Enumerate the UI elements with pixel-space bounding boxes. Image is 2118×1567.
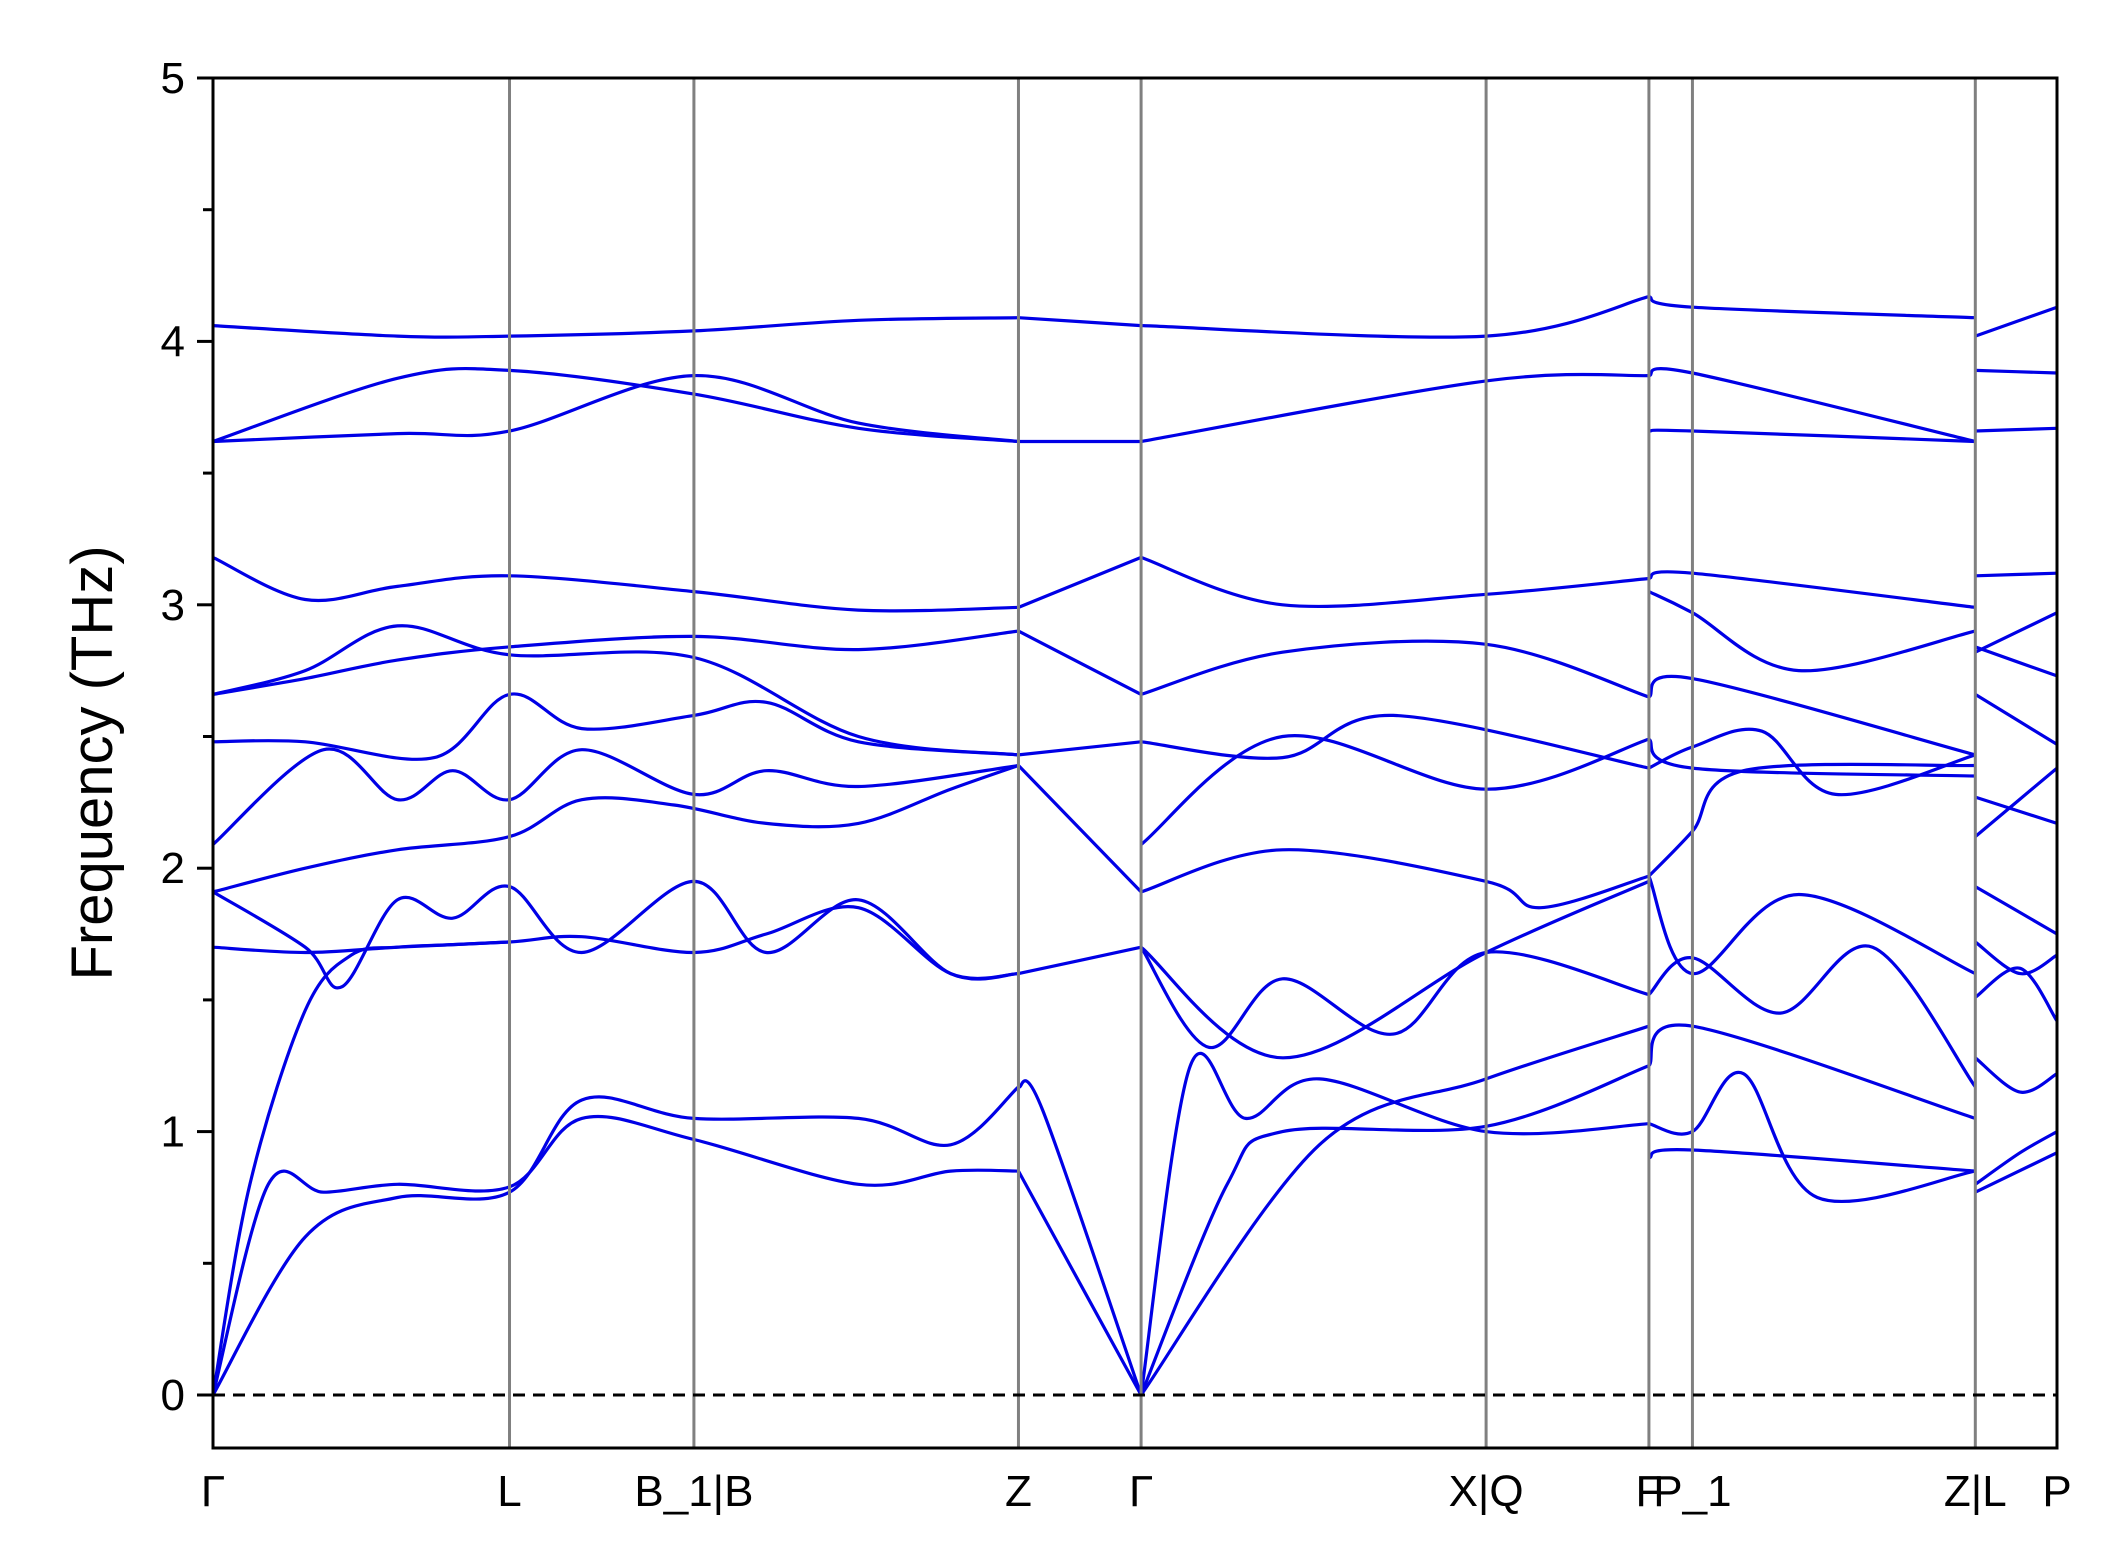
band-line xyxy=(1974,645,2058,678)
band-line xyxy=(1647,944,1977,1088)
band-line xyxy=(1017,764,1143,894)
band-line xyxy=(211,1085,1020,1396)
band-line xyxy=(1017,629,1142,696)
x-tick-label: P xyxy=(2042,1467,2071,1516)
band-line xyxy=(1974,766,2059,838)
band-line xyxy=(212,692,1019,761)
x-tick-label: Z|L xyxy=(1944,1467,2007,1516)
y-tick-label: 0 xyxy=(161,1371,185,1420)
band-line xyxy=(1648,590,1976,673)
band-line xyxy=(1974,611,2058,654)
band-line xyxy=(1974,693,2058,746)
y-tick-label: 5 xyxy=(161,54,185,103)
band-line xyxy=(1974,1056,2058,1094)
band-line xyxy=(1139,1024,1650,1396)
band-line xyxy=(1139,1064,1650,1396)
band-line xyxy=(211,747,1019,846)
band-line xyxy=(1140,733,1650,846)
band-line xyxy=(1140,372,1649,444)
band-line xyxy=(1648,1148,1976,1173)
band-line xyxy=(1974,1151,2058,1194)
band-line xyxy=(212,366,1019,444)
y-tick-label: 2 xyxy=(161,844,185,893)
band-line xyxy=(1974,795,2058,825)
band-line xyxy=(1648,295,1976,320)
band-line xyxy=(212,905,1019,981)
plot-frame xyxy=(211,76,2059,1450)
band-line xyxy=(1975,368,2058,375)
band-line xyxy=(1140,713,1650,770)
x-tick-label: F xyxy=(1635,1467,1662,1516)
band-line xyxy=(212,629,1019,696)
x-axis-ticks: Γ L B_1|B Z Γ X|Q FP_1 Z|L P xyxy=(201,1467,2072,1516)
band-line xyxy=(1018,316,1142,328)
kpoint-lines xyxy=(508,78,1977,1448)
band-line xyxy=(212,373,1019,444)
band-line xyxy=(212,763,1020,894)
band-line xyxy=(1647,1023,1976,1120)
band-line xyxy=(1975,426,2058,433)
y-tick-label: 4 xyxy=(161,317,185,366)
x-tick-label: B_1|B xyxy=(634,1467,753,1516)
band-line xyxy=(1647,875,1976,976)
x-tick-label: Γ xyxy=(201,1467,225,1516)
band-line xyxy=(1648,1070,1976,1203)
band-line xyxy=(1141,295,1650,339)
x-tick-label: Z xyxy=(1005,1467,1032,1516)
band-line xyxy=(212,555,1019,613)
x-tick-label: P_1 xyxy=(1653,1467,1731,1516)
band-line xyxy=(211,1114,1019,1396)
band-line xyxy=(1647,737,1976,778)
band-line xyxy=(211,940,510,1396)
band-line xyxy=(1974,966,2059,1022)
band-lines xyxy=(211,295,2059,1396)
band-line xyxy=(1647,762,1976,878)
band-line xyxy=(1647,674,1976,757)
band-line xyxy=(1648,727,1976,797)
x-tick-label: X|Q xyxy=(1449,1467,1524,1516)
band-line xyxy=(1975,571,2058,578)
band-line xyxy=(1974,305,2058,338)
y-axis-title: Frequency (THz) xyxy=(60,545,125,980)
band-line xyxy=(1974,885,2058,936)
band-line xyxy=(1017,1170,1143,1396)
x-tick-label: L xyxy=(497,1467,521,1516)
band-line xyxy=(212,624,1019,757)
x-tick-label: Γ xyxy=(1129,1467,1153,1516)
band-line xyxy=(1648,428,1976,444)
band-line xyxy=(1017,1079,1143,1396)
band-line xyxy=(1974,940,2058,976)
band-line xyxy=(1018,945,1142,976)
band-line xyxy=(1139,946,1650,1049)
band-line xyxy=(1140,879,1650,1060)
band-line xyxy=(1140,848,1650,910)
band-line xyxy=(1140,555,1650,609)
y-tick-label: 3 xyxy=(161,581,185,630)
band-line xyxy=(1974,1130,2058,1186)
band-line xyxy=(1140,639,1650,699)
band-line xyxy=(1648,367,1976,444)
y-tick-label: 1 xyxy=(161,1108,185,1157)
band-line xyxy=(212,879,1019,990)
band-line xyxy=(1017,555,1142,609)
band-line xyxy=(1139,1052,1649,1396)
band-line xyxy=(212,316,1019,339)
band-line xyxy=(1018,740,1142,757)
band-line xyxy=(1648,570,1976,609)
y-axis-ticks: 0 1 2 3 4 5 xyxy=(161,54,213,1420)
